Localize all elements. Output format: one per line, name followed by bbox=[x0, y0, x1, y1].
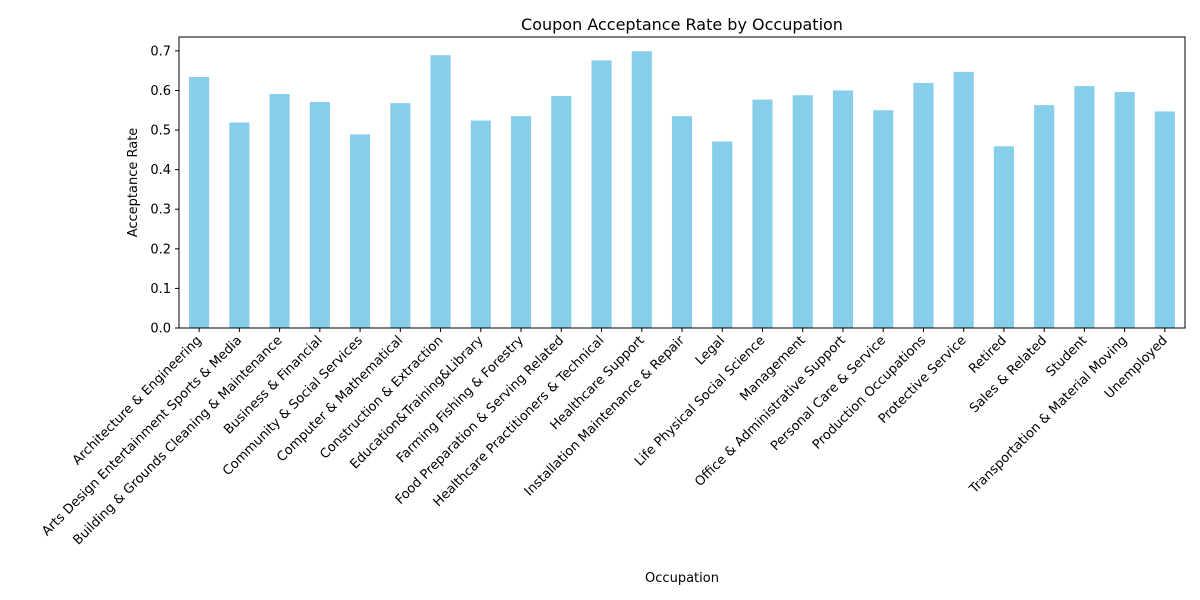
y-tick-label: 0.4 bbox=[150, 163, 171, 178]
bar-19 bbox=[953, 71, 974, 328]
bar-15 bbox=[792, 95, 813, 328]
bar-9 bbox=[551, 95, 572, 328]
bar-5 bbox=[390, 103, 411, 328]
plot-frame bbox=[178, 36, 1186, 329]
x-axis-label: Occupation bbox=[645, 571, 719, 586]
bar-21 bbox=[1034, 105, 1055, 328]
bar-24 bbox=[1154, 111, 1175, 329]
y-tick-label: 0.1 bbox=[150, 282, 171, 297]
bar-18 bbox=[913, 82, 934, 328]
bar-14 bbox=[752, 99, 773, 328]
y-tick-label: 0.6 bbox=[150, 84, 171, 99]
chart-title: Coupon Acceptance Rate by Occupation bbox=[521, 15, 843, 34]
y-tick-label: 0.2 bbox=[150, 242, 171, 257]
bar-8 bbox=[510, 116, 532, 328]
bar-11 bbox=[631, 51, 652, 329]
bar-10 bbox=[591, 60, 612, 328]
bar-3 bbox=[309, 101, 330, 329]
y-tick-label: 0.5 bbox=[150, 124, 171, 139]
y-tick-label: 0.3 bbox=[150, 203, 171, 218]
bar-7 bbox=[470, 120, 491, 328]
bar-4 bbox=[350, 134, 371, 328]
bar-13 bbox=[712, 141, 733, 328]
bar-23 bbox=[1114, 92, 1135, 328]
y-tick-label: 0.0 bbox=[150, 322, 171, 337]
bar-0 bbox=[189, 76, 210, 328]
x-tick-label: Sales & Related bbox=[967, 333, 1050, 416]
x-tick-label: Arts Design Entertainment Sports & Media bbox=[39, 333, 245, 539]
x-tick-label: Office & Administrative Support bbox=[692, 333, 849, 490]
bar-20 bbox=[993, 146, 1014, 328]
bar-12 bbox=[671, 116, 693, 328]
bar-2 bbox=[269, 94, 290, 329]
bar-17 bbox=[873, 110, 894, 328]
bar-1 bbox=[229, 122, 250, 328]
y-tick-label: 0.7 bbox=[150, 44, 171, 59]
bar-22 bbox=[1074, 86, 1095, 329]
bar-6 bbox=[430, 55, 451, 328]
x-tick-label: Legal bbox=[693, 333, 728, 368]
bars-layer bbox=[189, 51, 1175, 329]
y-axis-ticks: 0.0 0.1 0.2 0.3 0.4 0.5 0.6 0.7 bbox=[150, 44, 179, 337]
bar-16 bbox=[832, 90, 854, 329]
y-axis-label: Acceptance Rate bbox=[126, 128, 141, 238]
